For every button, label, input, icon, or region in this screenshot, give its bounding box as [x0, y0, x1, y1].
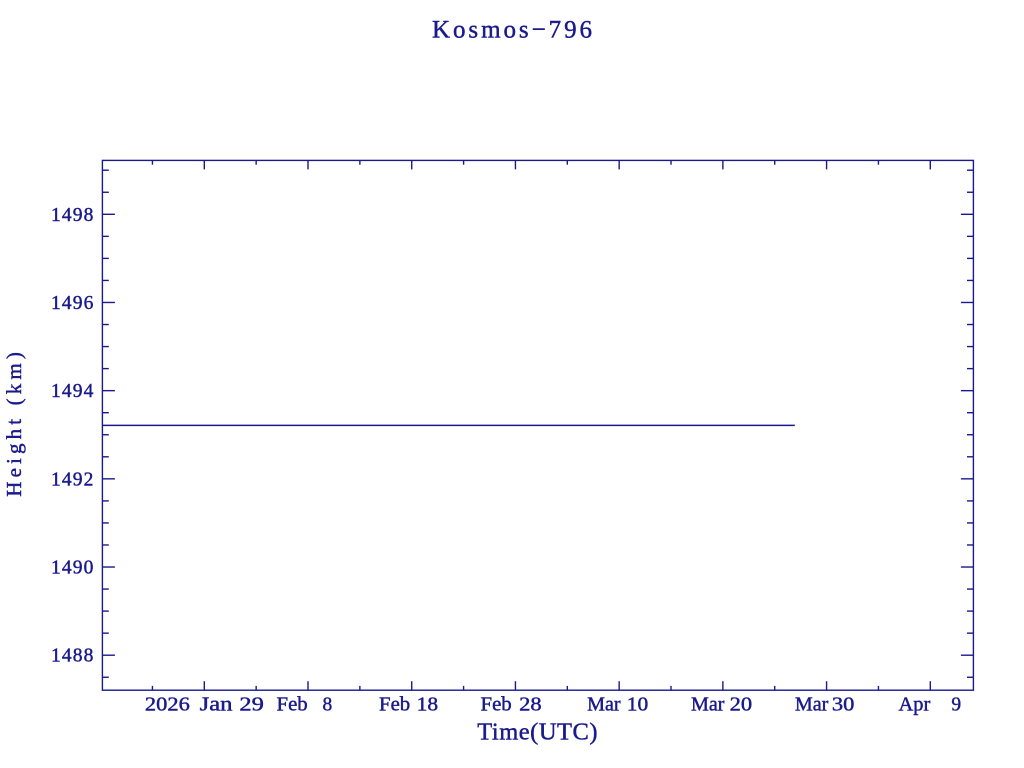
- svg-text:28: 28: [519, 694, 542, 715]
- svg-text:18: 18: [417, 694, 439, 715]
- svg-text:Mar: Mar: [691, 694, 725, 715]
- svg-text:30: 30: [832, 694, 855, 715]
- svg-text:10: 10: [627, 694, 649, 715]
- svg-text:9: 9: [951, 694, 961, 715]
- svg-text:1490: 1490: [51, 558, 93, 579]
- svg-text:Mar: Mar: [795, 694, 829, 715]
- svg-text:Mar: Mar: [587, 694, 621, 715]
- svg-text:20: 20: [730, 694, 753, 715]
- svg-text:1494: 1494: [51, 381, 94, 402]
- svg-text:Feb: Feb: [481, 694, 512, 715]
- svg-text:Time(UTC): Time(UTC): [477, 718, 597, 745]
- svg-text:1498: 1498: [51, 205, 93, 226]
- svg-text:8: 8: [322, 694, 332, 715]
- svg-text:Kosmos−796: Kosmos−796: [432, 17, 592, 44]
- svg-text:Height (km): Height (km): [2, 352, 26, 497]
- svg-text:1492: 1492: [51, 469, 93, 490]
- svg-text:Feb: Feb: [277, 694, 308, 715]
- svg-text:1496: 1496: [51, 293, 94, 314]
- svg-text:Apr: Apr: [899, 694, 931, 715]
- svg-text:Jan: Jan: [200, 694, 233, 715]
- svg-text:29: 29: [239, 694, 263, 715]
- svg-text:Feb: Feb: [379, 694, 410, 715]
- svg-text:1488: 1488: [51, 646, 93, 667]
- svg-text:2026: 2026: [145, 694, 190, 715]
